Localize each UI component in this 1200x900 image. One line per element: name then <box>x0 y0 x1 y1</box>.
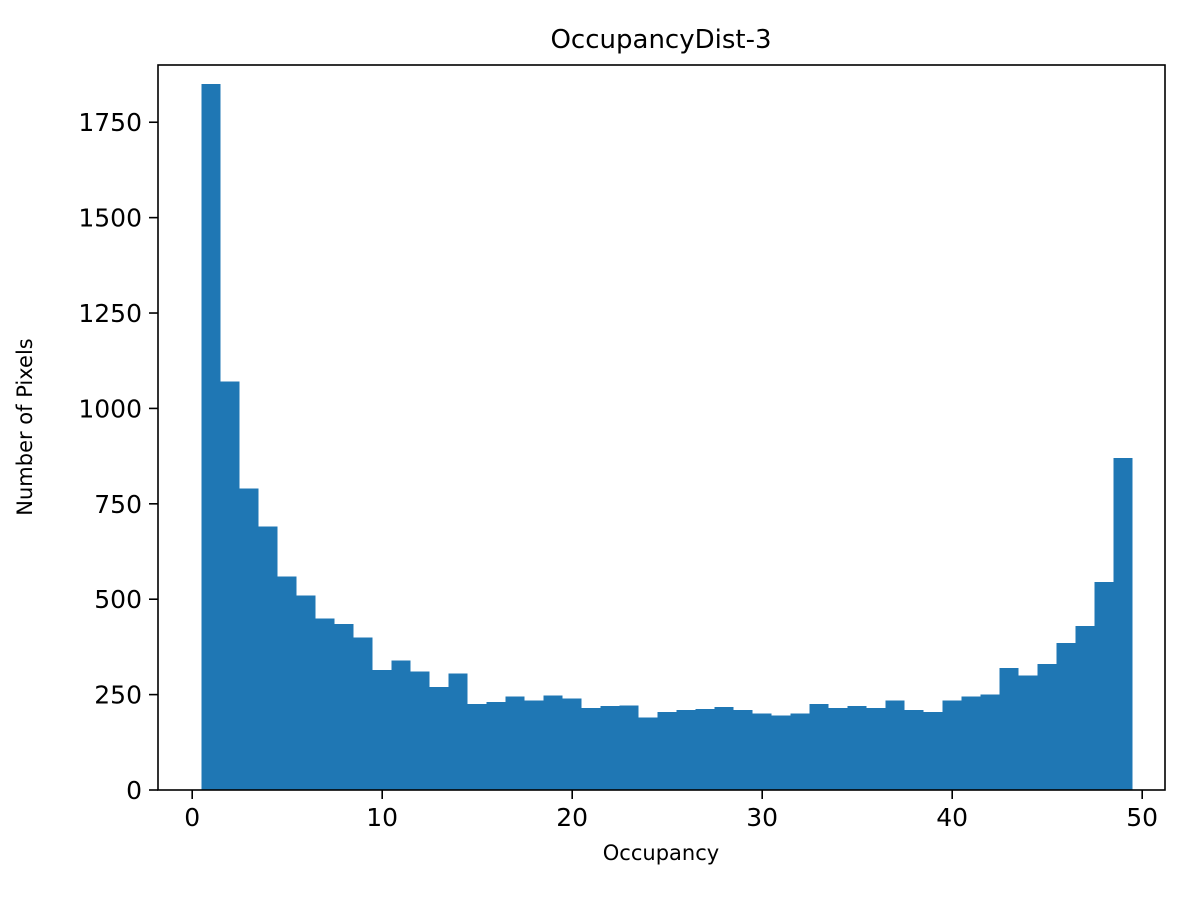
histogram-bar <box>790 713 810 790</box>
histogram-bar <box>657 711 677 790</box>
histogram-bar <box>505 696 525 790</box>
histogram-bar <box>695 709 715 790</box>
histogram-bar <box>543 695 563 790</box>
x-axis-ticks: 0 10 20 30 40 50 <box>184 790 1158 832</box>
histogram-bar <box>201 84 221 790</box>
y-tick-label: 750 <box>94 490 142 519</box>
x-tick-label: 50 <box>1126 803 1158 832</box>
x-tick-label: 40 <box>936 803 968 832</box>
histogram-bar <box>353 637 373 790</box>
histogram-bar <box>467 704 487 790</box>
x-tick-label: 0 <box>184 803 200 832</box>
y-tick-label: 0 <box>126 776 142 805</box>
histogram-bars <box>201 84 1133 790</box>
histogram-bar <box>296 595 316 790</box>
histogram-bar <box>904 709 924 790</box>
histogram-bar <box>885 700 905 790</box>
histogram-bar <box>600 706 620 790</box>
histogram-bar <box>923 711 943 790</box>
histogram-bar <box>372 669 392 790</box>
histogram-bar <box>1056 643 1076 790</box>
histogram-bar <box>999 667 1019 790</box>
y-tick-label: 1500 <box>78 204 142 233</box>
histogram-bar <box>638 717 658 790</box>
histogram-bar <box>676 709 696 790</box>
histogram-bar <box>410 671 430 790</box>
x-tick-label: 10 <box>366 803 398 832</box>
histogram-bar <box>448 673 468 790</box>
histogram-bar <box>961 696 981 790</box>
histogram-bar <box>524 700 544 790</box>
histogram-bar <box>1018 675 1038 790</box>
y-tick-label: 1250 <box>78 299 142 328</box>
y-axis-label: Number of Pixels <box>13 338 37 515</box>
y-tick-label: 500 <box>94 585 142 614</box>
y-tick-label: 1750 <box>78 108 142 137</box>
histogram-bar <box>334 624 354 790</box>
histogram-bar <box>980 694 1000 790</box>
y-tick-label: 1000 <box>78 394 142 423</box>
histogram-bar <box>486 702 506 790</box>
x-tick-label: 20 <box>556 803 588 832</box>
histogram-bar <box>581 707 601 790</box>
histogram-bar <box>258 526 278 790</box>
chart-title: OccupancyDist-3 <box>550 25 771 55</box>
histogram-bar <box>429 686 449 790</box>
histogram-bar <box>714 706 734 790</box>
histogram-bar <box>733 709 753 790</box>
histogram-bar <box>1094 582 1114 790</box>
histogram-bar <box>277 576 297 790</box>
histogram-bar <box>809 704 829 790</box>
histogram-bar <box>239 488 259 790</box>
x-tick-label: 30 <box>746 803 778 832</box>
histogram-bar <box>619 705 639 790</box>
histogram-bar <box>942 700 962 790</box>
histogram-bar <box>1113 458 1133 790</box>
histogram-bar <box>752 713 772 790</box>
histogram-bar <box>828 707 848 790</box>
histogram-bar <box>315 618 335 790</box>
histogram-bar <box>1037 664 1057 790</box>
histogram-bar <box>1075 625 1095 790</box>
axes-spines <box>157 64 1166 791</box>
histogram-bar <box>220 381 240 790</box>
histogram-bar <box>771 715 791 790</box>
histogram-bar <box>866 707 886 790</box>
x-axis-label: Occupancy <box>603 841 719 865</box>
histogram-bar <box>562 698 582 790</box>
y-tick-label: 250 <box>94 681 142 710</box>
histogram-bar <box>391 660 411 790</box>
histogram-bar <box>847 706 867 790</box>
y-axis-ticks: 0 250 500 750 1000 1250 1500 1750 <box>78 108 158 805</box>
